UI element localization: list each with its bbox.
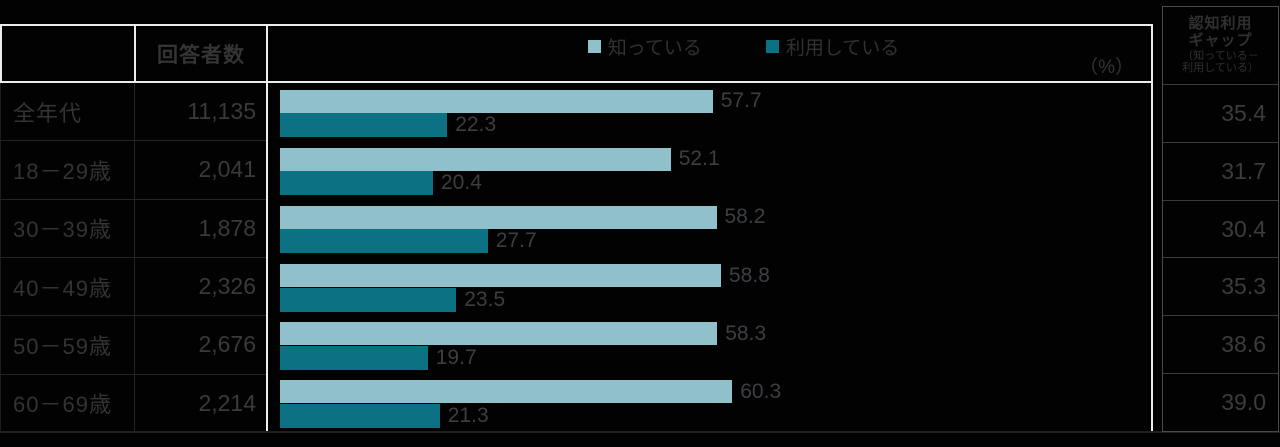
respondents-column-header: 回答者数 [157,43,245,67]
gap-header-line3: （知っている－ [1182,49,1259,62]
know-bar [280,147,671,171]
age-label: 60－69歳 [1,374,135,432]
respondent-count: 2,214 [198,389,256,416]
plot-right-border [1151,24,1153,432]
gap-value: 30.4 [1163,199,1278,258]
bar-row: 60.3 21.3 [269,374,1149,432]
know-bar [280,205,717,229]
table-left-border [0,24,2,83]
table-row: 40－49歳 2,326 [0,256,266,316]
know-bar [280,380,733,404]
know-bar [280,89,713,113]
use-swatch-icon [765,39,779,53]
use-bar [280,287,457,312]
age-label: 30－39歳 [1,199,135,257]
legend-item-know: 知っている [587,33,702,60]
table-row: 30－39歳 1,878 [0,198,266,257]
know-value-label: 57.7 [720,89,762,112]
legend-know-label: 知っている [607,37,702,59]
gap-value: 38.6 [1163,315,1278,373]
bar-row: 58.2 27.7 [269,199,1149,257]
know-value-label: 58.3 [725,321,767,345]
percent-unit-label: （%） [1079,57,1134,78]
use-value-label: 22.3 [455,113,497,136]
legend-item-use: 利用している [765,33,900,60]
gap-value: 35.3 [1163,257,1278,315]
gap-value: 39.0 [1163,373,1278,431]
gap-header-line2: ギャップ [1188,32,1253,50]
bar-row: 58.3 19.7 [269,316,1149,374]
use-bar [280,229,488,254]
gap-column-header: 認知利用 ギャップ （知っている－ 利用している） [1163,7,1278,84]
table-row: 全年代 11,135 [0,83,266,141]
bar-row: 58.8 23.5 [269,258,1149,316]
use-bar [280,171,433,196]
bar-row: 57.7 22.3 [269,83,1149,141]
gap-value: 31.7 [1163,141,1278,200]
know-bar [280,264,721,288]
use-value-label: 19.7 [435,345,477,369]
respondent-count: 2,041 [198,156,256,183]
know-value-label: 58.2 [724,205,766,229]
use-value-label: 27.7 [495,229,537,253]
use-value-label: 23.5 [464,287,506,311]
know-bar [280,322,718,346]
table-row: 60－69歳 2,214 [0,373,266,432]
legend: 知っている 利用している [269,26,1150,66]
table-row: 50－59歳 2,676 [0,315,266,374]
use-value-label: 21.3 [447,403,489,427]
know-value-label: 58.8 [729,263,770,287]
respondent-count: 11,135 [187,98,256,125]
header-bottom-border [0,81,1153,83]
legend-band: 知っている 利用している （%） [269,26,1150,81]
age-label: 40－49歳 [1,257,135,316]
gap-column: 認知利用 ギャップ （知っている－ 利用している） 35.4 31.7 30.4… [1162,6,1279,432]
bar-row: 52.1 20.4 [269,141,1149,199]
chart-bottom-border [0,431,1280,433]
gap-value: 35.4 [1163,84,1278,142]
legend-use-label: 利用している [785,37,900,59]
know-value-label: 60.3 [740,379,782,403]
plot-left-border [266,24,268,432]
header-column-divider [134,24,136,83]
use-value-label: 20.4 [441,171,482,195]
age-label: 50－59歳 [1,316,135,374]
age-label: 18－29歳 [1,141,135,199]
know-swatch-icon [587,39,601,53]
respondent-count: 2,676 [198,331,256,358]
respondent-count: 2,326 [198,273,256,300]
table-row: 18－29歳 2,041 [0,140,266,199]
use-bar [280,345,428,370]
age-label: 全年代 [1,83,135,141]
use-bar [280,403,440,428]
gap-header-line1: 認知利用 [1188,15,1253,32]
know-value-label: 52.1 [678,147,720,171]
age-respondents-table: 全年代 11,135 18－29歳 2,041 30－39歳 1,878 40－… [0,83,266,432]
bar-plot-area: 57.7 22.3 52.1 20.4 58.2 27.7 58.8 23.5 … [269,83,1149,432]
use-bar [280,113,448,137]
header-top-border [0,24,1153,26]
respondent-count: 1,878 [198,214,256,241]
gap-header-line4: 利用している） [1182,62,1259,75]
